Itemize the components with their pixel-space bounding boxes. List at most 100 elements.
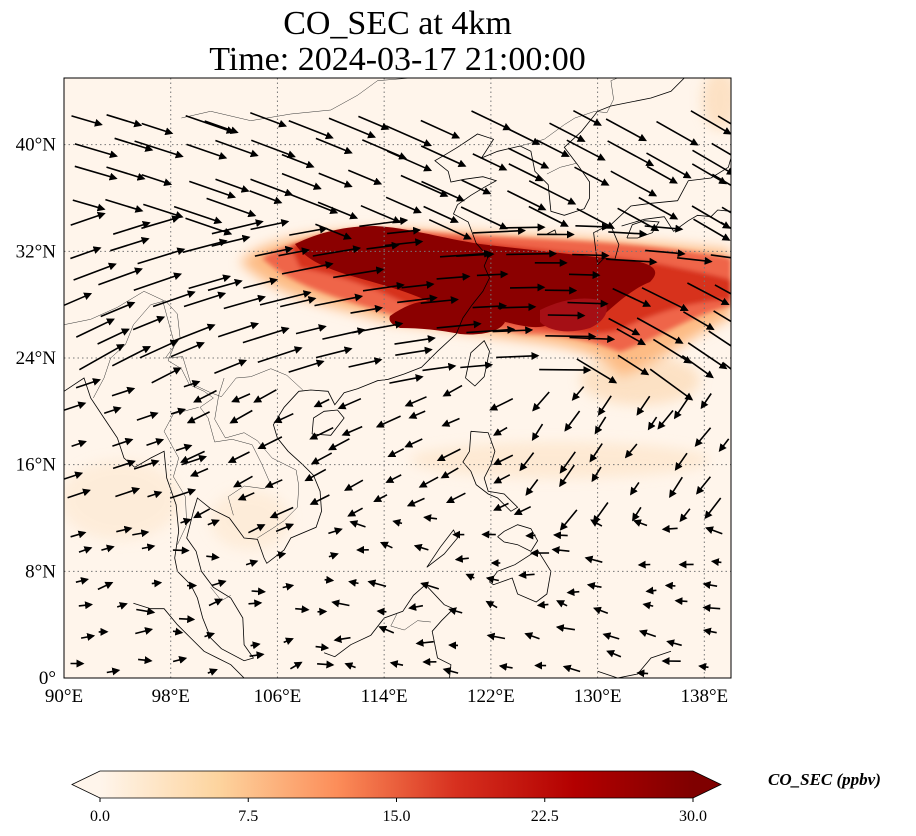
wind-arrow <box>420 581 440 590</box>
wind-arrow <box>485 600 498 609</box>
wind-arrow <box>711 173 731 187</box>
wind-arrow <box>555 624 576 632</box>
x-tick-label: 90°E <box>45 686 83 707</box>
wind-arrow <box>106 114 143 128</box>
wind-arrow <box>528 205 569 227</box>
colorbar-extend-high <box>693 771 721 798</box>
wind-arrow <box>206 197 257 218</box>
wind-arrow <box>289 225 328 236</box>
wind-arrow <box>392 519 403 527</box>
wind-arrow <box>352 320 404 334</box>
wind-arrow <box>227 451 250 463</box>
wind-arrow <box>341 425 363 437</box>
wind-arrow <box>693 218 731 241</box>
wind-arrow <box>636 317 684 344</box>
x-tick-label: 114°E <box>361 686 408 707</box>
wind-arrow <box>282 582 295 591</box>
wind-arrow <box>454 554 469 563</box>
wind-arrow <box>317 660 335 669</box>
wind-arrow <box>496 351 540 360</box>
wind-arrow <box>328 527 343 535</box>
wind-arrow <box>337 397 362 410</box>
wind-arrow <box>250 219 290 231</box>
y-tick-label: 0° <box>39 668 56 689</box>
wind-arrow <box>112 437 134 447</box>
wind-arrow <box>551 546 570 555</box>
wind-arrow <box>115 487 141 498</box>
wind-arrow <box>420 119 461 139</box>
wind-arrow <box>257 436 283 450</box>
wind-arrow <box>254 245 294 257</box>
wind-arrow <box>72 199 106 212</box>
wind-arrow <box>722 362 731 371</box>
wind-arrow <box>553 531 568 540</box>
wind-arrow <box>112 459 136 470</box>
wind-arrow <box>702 581 718 590</box>
wind-arrow <box>646 165 678 184</box>
wind-arrow <box>281 172 322 190</box>
wind-arrow <box>508 163 544 182</box>
wind-arrow <box>423 514 438 523</box>
wind-arrow <box>229 409 253 424</box>
wind-arrow <box>375 415 401 428</box>
wind-arrow <box>489 397 514 411</box>
wind-arrow <box>172 546 190 555</box>
colorbar-tick-label: 7.5 <box>238 808 258 825</box>
x-tick-label: 138°E <box>680 686 728 707</box>
wind-arrow <box>137 247 186 265</box>
wind-arrow <box>593 606 609 615</box>
wind-arrow <box>503 126 541 145</box>
wind-arrow <box>97 581 114 591</box>
wind-arrow <box>617 207 660 232</box>
wind-arrow <box>101 544 115 553</box>
wind-arrow <box>249 651 265 660</box>
wind-arrow <box>460 361 494 370</box>
wind-arrow <box>448 607 463 615</box>
wind-arrow <box>642 601 654 610</box>
wind-arrow <box>428 218 472 240</box>
wind-arrow <box>180 517 192 526</box>
wind-arrow <box>215 139 259 158</box>
wind-arrow <box>64 401 87 412</box>
wind-arrow <box>172 656 188 664</box>
wind-arrow <box>250 112 287 128</box>
wind-arrow <box>408 603 424 611</box>
colorbar-tick-label: 30.0 <box>679 808 707 825</box>
wind-arrow <box>423 205 459 223</box>
wind-arrow <box>275 523 295 533</box>
wind-arrow <box>181 454 208 466</box>
wind-arrow <box>105 198 144 213</box>
wind-arrow <box>253 389 277 403</box>
wind-arrow <box>408 410 426 419</box>
wind-arrow <box>549 122 586 142</box>
y-tick-label: 24°N <box>16 348 57 369</box>
wind-arrow <box>97 328 130 345</box>
wind-arrow <box>360 204 402 224</box>
y-tick-label: 40°N <box>16 135 57 156</box>
wind-arrow <box>98 267 143 286</box>
wind-arrow <box>103 406 122 415</box>
wind-arrow <box>348 357 383 368</box>
wind-arrow <box>73 262 117 281</box>
wind-arrow <box>75 378 101 389</box>
wind-arrow <box>691 163 728 185</box>
wind-arrow <box>404 396 427 407</box>
wind-arrow <box>612 287 652 307</box>
wind-arrow <box>211 579 227 588</box>
colorbar-tick-label: 0.0 <box>90 808 110 825</box>
wind-arrow <box>245 559 259 567</box>
wind-arrow <box>385 125 432 147</box>
wind-arrow <box>397 294 438 304</box>
wind-arrow <box>289 661 303 670</box>
wind-arrow <box>358 115 390 131</box>
wind-arrow <box>373 494 388 503</box>
longitude-ticks: 90°E 98°E 106°E 114°E 122°E 130°E 138°E <box>45 686 728 707</box>
wind-arrow <box>647 416 658 431</box>
wind-arrow <box>175 443 193 452</box>
wind-arrow <box>486 632 506 641</box>
wind-arrow <box>385 196 422 214</box>
wind-arrow <box>471 110 512 131</box>
wind-arrow <box>695 476 712 495</box>
wind-arrow <box>70 211 106 226</box>
wind-arrow <box>559 464 575 488</box>
